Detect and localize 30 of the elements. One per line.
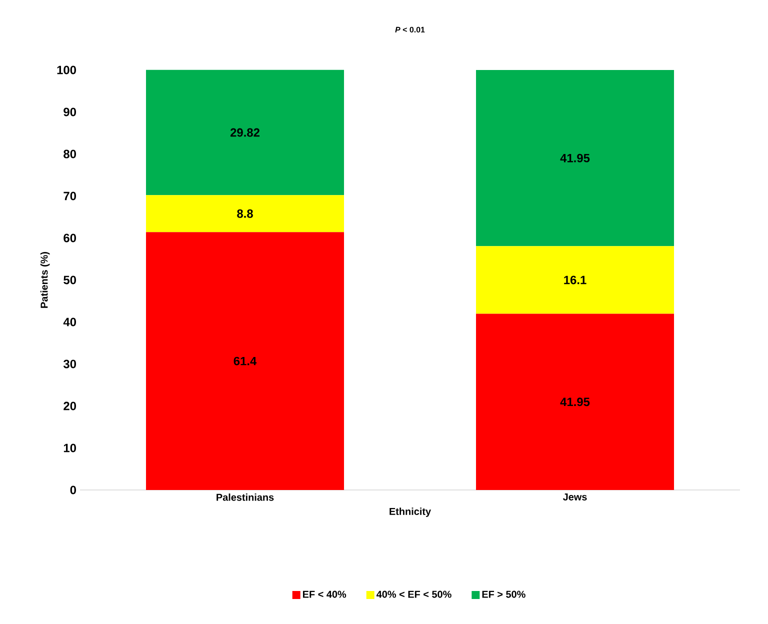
bar [476, 70, 674, 246]
y-tick-label: 50 [64, 276, 76, 284]
y-tick-label: 30 [63, 360, 76, 368]
x-axis-title: Ethnicity [390, 508, 431, 517]
y-tick-label: 70 [64, 192, 76, 200]
y-tick-label: 0 [70, 486, 76, 494]
y-tick-label: 60 [64, 234, 76, 242]
x-tick-label: Jews [562, 494, 587, 500]
data-label: 29.82 [230, 128, 260, 137]
x-tick-label: Palestinians [216, 494, 274, 501]
y-tick-label: 90 [64, 108, 76, 116]
data-label: 16.1 [564, 276, 586, 284]
y-tick-label: 10 [64, 444, 76, 452]
y-tick-label: 20 [64, 402, 76, 410]
legend-label: 40% < EF < 50% [376, 590, 452, 598]
y-tick-label: 40 [63, 318, 76, 326]
bar [146, 195, 344, 232]
y-tick-label: 100 [57, 66, 76, 74]
legend-label: EF > 50% [482, 590, 526, 598]
bar [476, 246, 674, 314]
data-label: 41.95 [560, 154, 590, 162]
bar [146, 232, 344, 490]
data-label: 41.95 [560, 398, 590, 406]
y-tick-label: 80 [64, 150, 76, 158]
bar [146, 70, 344, 196]
y-axis-title: Patients (%) [40, 252, 50, 308]
legend-label: EF < 40% [303, 590, 346, 598]
data-label: 61.4 [234, 356, 257, 366]
data-label: 8.8 [237, 209, 253, 218]
bar [476, 314, 674, 490]
